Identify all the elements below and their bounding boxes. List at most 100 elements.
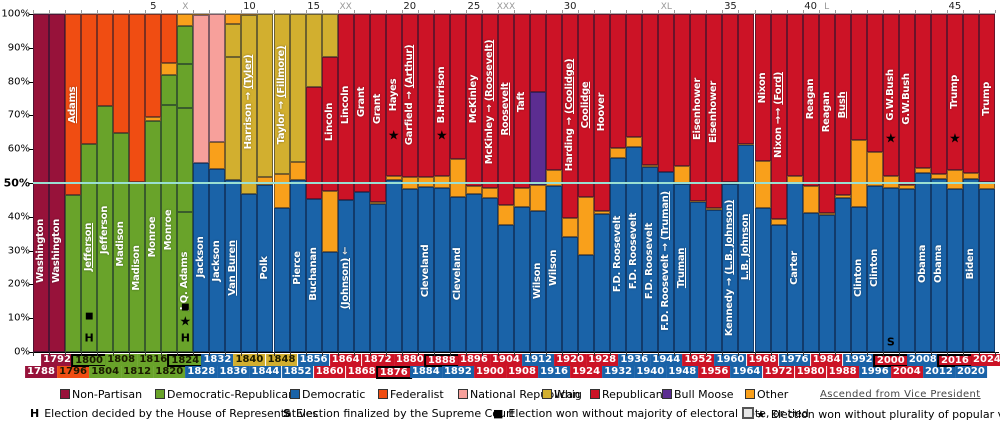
election-bar-1960[interactable]: Kennedy → (L.B. Johnson) (722, 14, 739, 352)
year-label-1924[interactable]: 1924 (570, 366, 603, 378)
year-label-1828[interactable]: 1828 (185, 366, 218, 378)
year-label-1904[interactable]: 1904 (490, 354, 522, 366)
election-bar-1800[interactable]: Jefferson ■ H (81, 14, 98, 352)
year-label-1972[interactable]: 1972 (762, 366, 795, 378)
year-label-1812[interactable]: 1812 (121, 366, 154, 378)
year-label-1896[interactable]: 1896 (457, 354, 490, 366)
election-bar-1944[interactable]: F.D. Roosevelt → (Truman) (658, 14, 675, 352)
election-bar-1876[interactable]: Hayes ★ (385, 14, 402, 352)
year-label-1816[interactable]: 1816 (137, 354, 170, 366)
election-bar-1904[interactable]: Roosevelt (497, 14, 514, 352)
year-label-1844[interactable]: 1844 (249, 366, 282, 378)
year-label-1944[interactable]: 1944 (650, 354, 683, 366)
year-label-1996[interactable]: 1996 (858, 366, 891, 378)
election-bar-1852[interactable]: Pierce (289, 14, 306, 352)
election-bar-1988[interactable]: Bush (834, 14, 851, 352)
election-bar-1872[interactable]: Grant (369, 14, 386, 352)
election-bar-1868[interactable]: Grant (353, 14, 370, 352)
year-label-1964[interactable]: 1964 (730, 366, 763, 378)
election-bar-1996[interactable]: Clinton (866, 14, 883, 352)
year-label-1820[interactable]: 1820 (153, 366, 186, 378)
year-label-1872[interactable]: 1872 (361, 354, 394, 366)
year-label-2012[interactable]: 2012 (922, 366, 955, 378)
election-bar-1956[interactable]: Eisenhower (706, 14, 723, 352)
election-bar-1940[interactable]: F.D. Roosevelt (642, 14, 659, 352)
election-bar-1964[interactable]: L.B. Johnson (738, 14, 755, 352)
election-bar-1908[interactable]: Taft (514, 14, 531, 352)
election-bar-2012[interactable]: Obama (930, 14, 947, 352)
year-label-1956[interactable]: 1956 (698, 366, 731, 378)
year-label-1992[interactable]: 1992 (842, 354, 875, 366)
election-bar-1968[interactable]: Nixon (754, 14, 771, 352)
year-label-1960[interactable]: 1960 (714, 354, 747, 366)
election-bar-1820[interactable]: Monroe (161, 14, 178, 352)
election-bar-2004[interactable]: G.W.Bush (898, 14, 915, 352)
election-bar-2000[interactable]: G.W.Bush ★ S (882, 14, 899, 352)
election-bar-1936[interactable]: F.D. Roosevelt (626, 14, 643, 352)
year-label-2008[interactable]: 2008 (906, 354, 939, 366)
year-label-1948[interactable]: 1948 (666, 366, 699, 378)
year-label-1988[interactable]: 1988 (826, 366, 859, 378)
year-label-1968[interactable]: 1968 (746, 354, 779, 366)
year-label-1792[interactable]: 1792 (41, 354, 73, 366)
year-label-1868[interactable]: 1868 (345, 366, 378, 378)
election-bar-1992[interactable]: Clinton (850, 14, 867, 352)
year-label-1796[interactable]: 1796 (57, 366, 89, 378)
year-label-1900[interactable]: 1900 (474, 366, 506, 378)
election-bar-2024[interactable]: Trump (978, 14, 995, 352)
election-bar-1796[interactable]: Adams (65, 14, 82, 352)
election-bar-1952[interactable]: Eisenhower (690, 14, 707, 352)
election-bar-1884[interactable]: Cleveland (417, 14, 434, 352)
election-bar-1824[interactable]: J.Q. Adams ■ ★ H (177, 14, 194, 352)
year-label-1884[interactable]: 1884 (409, 366, 442, 378)
election-bar-1972[interactable]: Nixon →→ (Ford) (770, 14, 787, 352)
election-bar-1976[interactable]: Carter (786, 14, 803, 352)
election-bar-1924[interactable]: Coolidge (578, 14, 595, 352)
election-bar-1844[interactable]: Polk (257, 14, 274, 352)
year-label-1920[interactable]: 1920 (554, 354, 587, 366)
year-label-1952[interactable]: 1952 (682, 354, 715, 366)
year-label-1864[interactable]: 1864 (329, 354, 362, 366)
election-bar-1808[interactable]: Madison (113, 14, 130, 352)
election-bar-1916[interactable]: Wilson (546, 14, 563, 352)
year-label-1860[interactable]: 1860 (313, 366, 346, 378)
election-bar-1892[interactable]: Cleveland (449, 14, 466, 352)
election-bar-1856[interactable]: Buchanan (305, 14, 322, 352)
year-label-1912[interactable]: 1912 (522, 354, 554, 366)
year-label-1908[interactable]: 1908 (506, 366, 538, 378)
election-bar-1984[interactable]: Reagan (818, 14, 835, 352)
election-bar-1836[interactable]: Van Buren (225, 14, 242, 352)
year-label-1984[interactable]: 1984 (810, 354, 843, 366)
year-label-1880[interactable]: 1880 (393, 354, 426, 366)
year-label-1856[interactable]: 1856 (297, 354, 330, 366)
year-label-1980[interactable]: 1980 (794, 366, 827, 378)
election-bar-1816[interactable]: Monroe (145, 14, 162, 352)
year-label-1976[interactable]: 1976 (778, 354, 811, 366)
election-bar-2020[interactable]: Biden (962, 14, 979, 352)
year-label-1876[interactable]: 1876 (375, 366, 412, 379)
election-bar-1928[interactable]: Hoover (594, 14, 611, 352)
election-bar-1832[interactable]: Jackson (209, 14, 226, 352)
election-bar-1864[interactable]: Lincoln (Johnson) ← (337, 14, 354, 352)
year-label-1808[interactable]: 1808 (105, 354, 138, 366)
year-label-1788[interactable]: 1788 (25, 366, 57, 378)
election-bar-1888[interactable]: B.Harrison ★ (433, 14, 450, 352)
year-label-2004[interactable]: 2004 (890, 366, 923, 378)
year-label-1936[interactable]: 1936 (618, 354, 651, 366)
election-bar-1920[interactable]: Harding → (Coolidge) (562, 14, 579, 352)
year-label-1892[interactable]: 1892 (441, 366, 474, 378)
election-bar-1948[interactable]: Truman (674, 14, 691, 352)
election-bar-1840[interactable]: Harrison → (Tyler) (241, 13, 258, 352)
year-label-1832[interactable]: 1832 (201, 354, 234, 366)
year-label-1848[interactable]: 1848 (265, 354, 298, 366)
election-bar-1812[interactable]: Madison (129, 14, 146, 352)
year-label-1916[interactable]: 1916 (538, 366, 570, 378)
election-bar-1860[interactable]: Lincoln (321, 14, 338, 352)
year-label-1840[interactable]: 1840 (233, 354, 266, 366)
year-label-2020[interactable]: 2020 (955, 366, 987, 378)
election-bar-1828[interactable]: Jackson (193, 13, 210, 352)
election-bar-1900[interactable]: McKinley → (Roosevelt) (481, 14, 498, 352)
year-label-1836[interactable]: 1836 (217, 366, 250, 378)
year-label-1940[interactable]: 1940 (634, 366, 667, 378)
election-bar-1932[interactable]: F.D. Roosevelt (610, 14, 627, 352)
